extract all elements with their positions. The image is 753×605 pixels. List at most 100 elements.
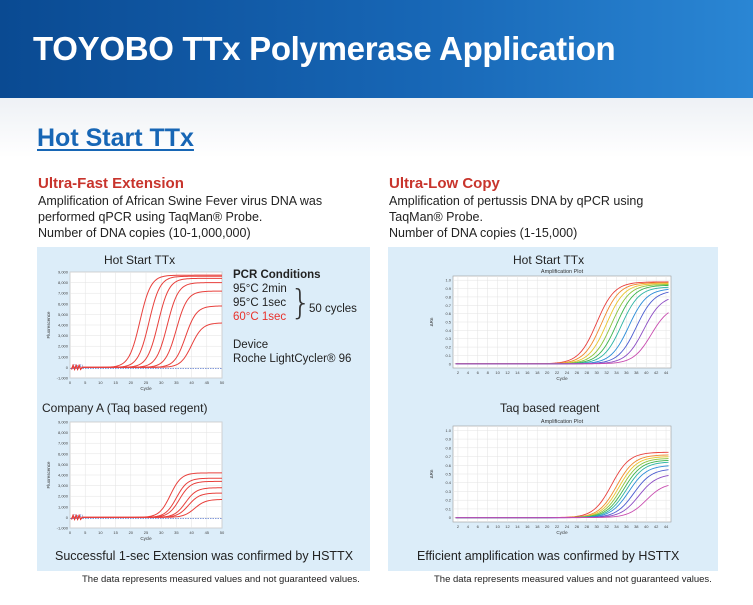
y-tick-label: 0.9 xyxy=(445,437,451,442)
y-tick-label: 2,000 xyxy=(58,344,69,349)
x-tick-label: 34 xyxy=(614,370,619,375)
y-tick-label: 4,000 xyxy=(58,473,69,478)
x-tick-label: 20 xyxy=(129,380,134,385)
x-tick-label: 4 xyxy=(467,370,470,375)
left-note: The data represents measured values and … xyxy=(82,574,360,585)
section-title[interactable]: Hot Start TTx xyxy=(37,124,194,152)
left-chart2: 0 5 10 15 20 25 30 35 40 45 50-1,00001,0002,0003,0… xyxy=(46,420,225,542)
y-tick-label: 1,000 xyxy=(58,504,69,509)
y-tick-label: 0.3 xyxy=(445,489,451,494)
threshold-label: Cq(1) xyxy=(73,363,84,368)
y-tick-label: 4,000 xyxy=(58,323,69,328)
x-tick-label: 6 xyxy=(477,524,480,529)
x-tick-label: 5 xyxy=(84,380,87,385)
x-tick-label: 50 xyxy=(220,380,225,385)
x-tick-label: 24 xyxy=(565,370,570,375)
y-tick-label: 3,000 xyxy=(58,333,69,338)
x-tick-label: 20 xyxy=(545,524,550,529)
pcr-step1: 95°C 2min xyxy=(233,283,287,295)
right-chart1-label: Hot Start TTx xyxy=(513,253,585,267)
x-tick-label: 35 xyxy=(174,380,179,385)
x-tick-label: 12 xyxy=(505,524,510,529)
x-tick-label: 10 xyxy=(98,530,103,535)
x-tick-label: 18 xyxy=(535,370,540,375)
y-tick-label: 9,000 xyxy=(58,270,69,275)
y-tick-label: 6,000 xyxy=(58,451,69,456)
x-tick-label: 35 xyxy=(174,530,179,535)
x-tick-label: 22 xyxy=(555,524,560,529)
x-tick-label: 20 xyxy=(129,530,134,535)
right-desc-line1: Amplification of pertussis DNA by qPCR u… xyxy=(389,194,644,208)
series-line-6 xyxy=(71,499,223,521)
y-tick-label: 9,000 xyxy=(58,420,69,425)
x-tick-label: 8 xyxy=(487,370,490,375)
x-tick-label: 38 xyxy=(634,370,639,375)
x-tick-label: 25 xyxy=(144,380,149,385)
pcr-cycles: 50 cycles xyxy=(309,303,357,315)
x-axis-label: Cycle xyxy=(556,530,568,535)
series-line-10 xyxy=(455,484,669,519)
y-tick-label: 0.2 xyxy=(445,345,451,350)
x-tick-label: 26 xyxy=(575,524,580,529)
x-tick-label: 45 xyxy=(205,530,210,535)
left-desc-line3: Number of DNA copies (10-1,000,000) xyxy=(38,226,251,240)
x-tick-label: 16 xyxy=(525,370,530,375)
left-chart1-label: Hot Start TTx xyxy=(104,253,176,267)
y-tick-label: 7,000 xyxy=(58,441,69,446)
x-tick-label: 26 xyxy=(575,370,580,375)
y-tick-label: 0.5 xyxy=(445,472,451,477)
x-tick-label: 38 xyxy=(634,524,639,529)
y-tick-label: 0.4 xyxy=(445,328,451,333)
y-tick-label: 3,000 xyxy=(58,483,69,488)
x-tick-label: 36 xyxy=(624,524,629,529)
y-tick-label: 0.1 xyxy=(445,506,451,511)
x-tick-label: 28 xyxy=(585,370,590,375)
page-title: TOYOBO TTx Polymerase Application xyxy=(33,30,616,67)
y-tick-label: 1,000 xyxy=(58,354,69,359)
x-tick-label: 14 xyxy=(515,370,520,375)
y-tick-label: 1.0 xyxy=(445,428,451,433)
x-tick-label: 0 xyxy=(69,530,72,535)
x-tick-label: 16 xyxy=(525,524,530,529)
y-tick-label: -1,000 xyxy=(57,376,69,381)
left-conclusion: Successful 1-sec Extension was confirmed… xyxy=(55,549,354,563)
pcr-conditions: PCR Conditions 95°C 2min 95°C 1sec 60°C … xyxy=(233,268,321,324)
x-tick-label: 40 xyxy=(189,530,194,535)
x-tick-label: 40 xyxy=(189,380,194,385)
right-chart2-label: Taq based reagent xyxy=(500,401,600,415)
x-axis-label: Cycle xyxy=(140,386,152,391)
y-axis-label: ΔRn xyxy=(429,317,434,326)
x-tick-label: 2 xyxy=(457,370,460,375)
x-tick-label: 22 xyxy=(555,370,560,375)
right-note: The data represents measured values and … xyxy=(434,574,712,585)
left-description: Amplification of African Swine Fever vir… xyxy=(38,193,322,241)
y-tick-label: 0.7 xyxy=(445,454,451,459)
x-tick-label: 10 xyxy=(98,380,103,385)
y-tick-label: 0.8 xyxy=(445,294,451,299)
x-tick-label: 30 xyxy=(594,524,599,529)
x-tick-label: 30 xyxy=(594,370,599,375)
x-tick-label: 10 xyxy=(495,370,500,375)
y-tick-label: 1.0 xyxy=(445,278,451,283)
x-tick-label: 15 xyxy=(113,530,118,535)
y-tick-label: 0.4 xyxy=(445,480,451,485)
x-tick-label: 40 xyxy=(644,524,649,529)
device-label: Device xyxy=(233,339,269,351)
x-tick-label: 14 xyxy=(515,524,520,529)
y-tick-label: 0.8 xyxy=(445,445,451,450)
x-tick-label: 42 xyxy=(654,524,659,529)
y-tick-label: 8,000 xyxy=(58,430,69,435)
x-tick-label: 5 xyxy=(84,530,87,535)
x-tick-label: 2 xyxy=(457,524,460,529)
x-tick-label: 0 xyxy=(69,380,72,385)
x-tick-label: 42 xyxy=(654,370,659,375)
y-tick-label: 8,000 xyxy=(58,280,69,285)
x-tick-label: 8 xyxy=(487,524,490,529)
brace-icon: } xyxy=(290,283,312,323)
y-tick-label: 0 xyxy=(449,361,452,366)
left-desc-line1: Amplification of African Swine Fever vir… xyxy=(38,194,323,208)
left-chart1: 0 5 10 15 20 25 30 35 40 45 50-1,00001,0002,0003,0… xyxy=(46,270,225,392)
x-tick-label: 30 xyxy=(159,380,164,385)
